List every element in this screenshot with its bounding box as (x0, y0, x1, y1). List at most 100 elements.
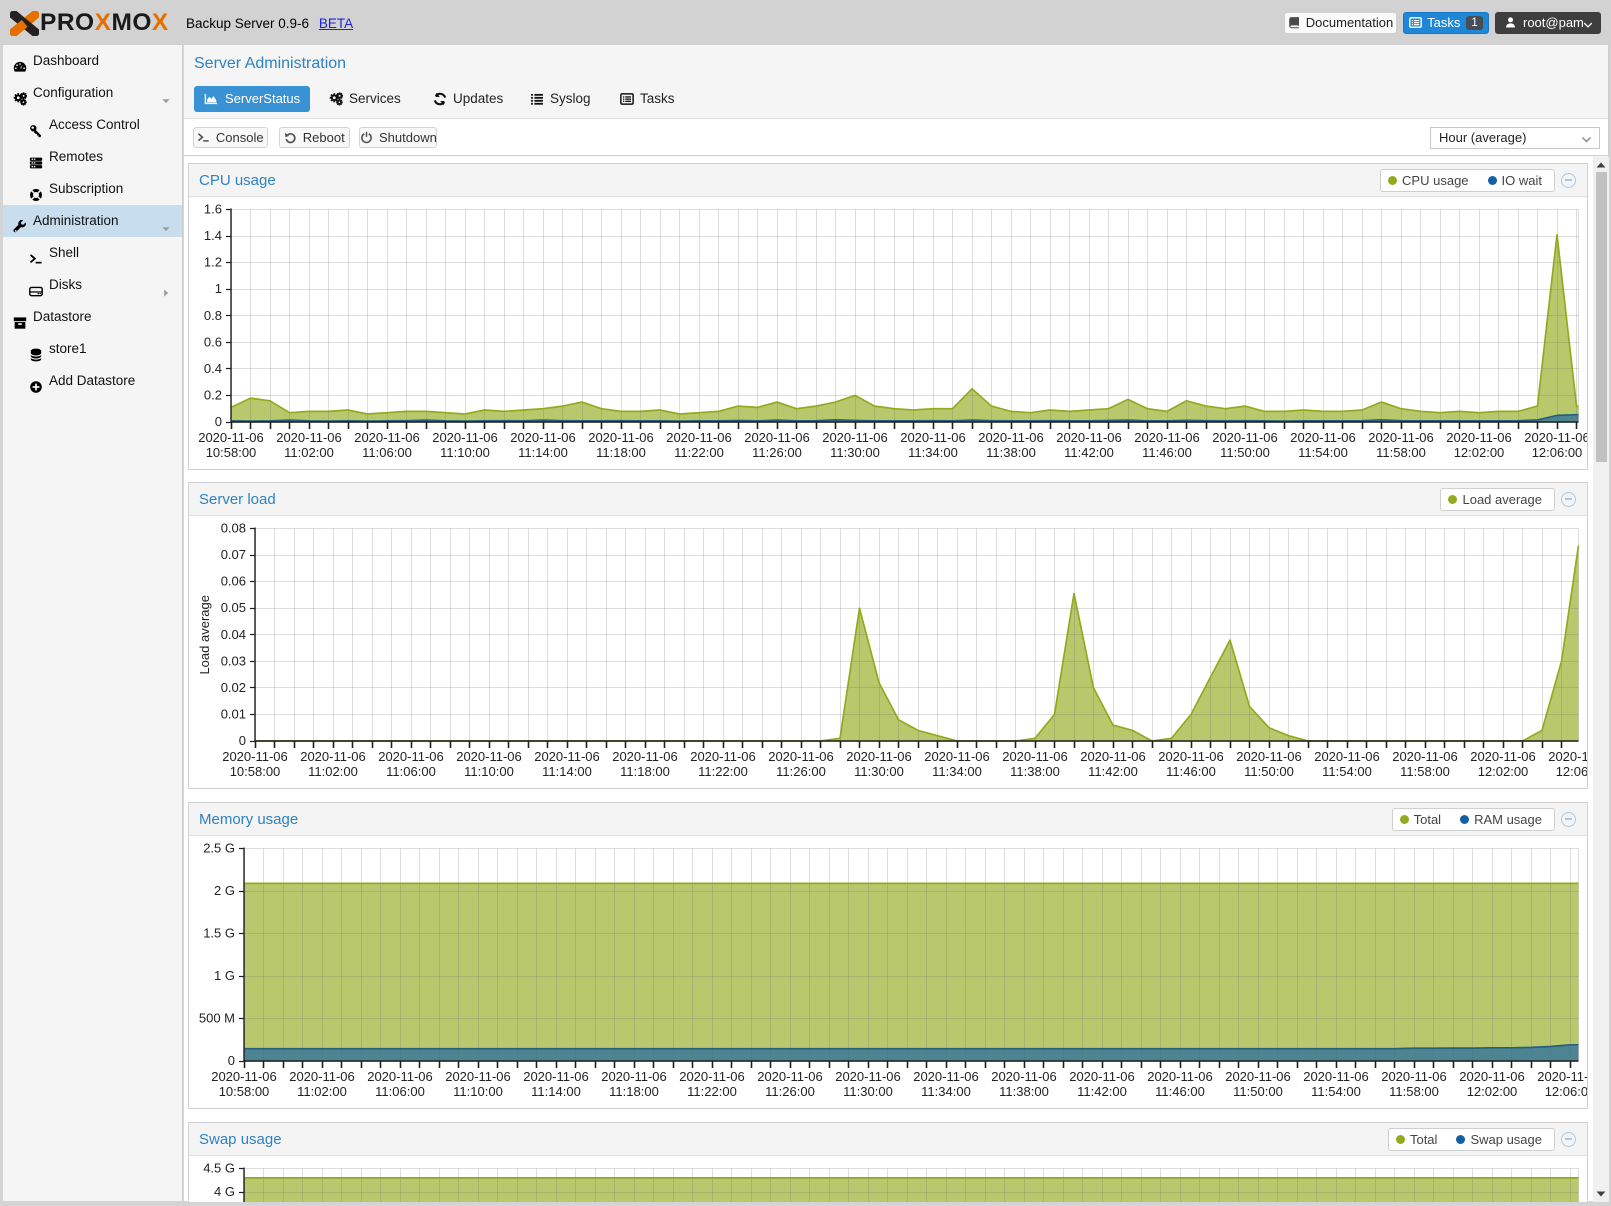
svg-text:11:18:00: 11:18:00 (609, 1084, 659, 1099)
svg-text:2020-11-06: 2020-11-06 (456, 749, 522, 764)
svg-text:2020-11-06: 2020-11-06 (744, 430, 810, 445)
svg-text:11:10:00: 11:10:00 (453, 1084, 503, 1099)
svg-text:2.5 G: 2.5 G (203, 841, 235, 856)
svg-text:11:02:00: 11:02:00 (284, 445, 334, 460)
svg-text:2020-11-06: 2020-11-06 (1236, 749, 1302, 764)
svg-text:2020-11-06: 2020-11-06 (198, 430, 264, 445)
svg-text:0.6: 0.6 (204, 334, 222, 349)
svg-text:0.06: 0.06 (221, 574, 246, 589)
svg-text:2020-11-06: 2020-11-06 (276, 430, 342, 445)
svg-text:12:02:00: 12:02:00 (1478, 764, 1529, 779)
svg-text:2 G: 2 G (214, 883, 235, 898)
svg-text:11:42:00: 11:42:00 (1064, 445, 1114, 460)
svg-text:11:46:00: 11:46:00 (1155, 1084, 1205, 1099)
svg-text:0.2: 0.2 (204, 387, 222, 402)
svg-text:2020-11-06: 2020-11-06 (367, 1069, 433, 1084)
svg-text:2020-11-06: 2020-11-06 (1225, 1069, 1291, 1084)
svg-text:2020-11-06: 2020-11-06 (211, 1069, 277, 1084)
svg-text:0.01: 0.01 (221, 706, 246, 721)
svg-text:2020-11-06: 2020-11-06 (1524, 430, 1587, 445)
svg-text:2020-11-06: 2020-11-06 (222, 749, 288, 764)
svg-text:2020-11-06: 2020-11-06 (1459, 1069, 1525, 1084)
svg-text:2020-11-06: 2020-11-06 (289, 1069, 355, 1084)
svg-text:11:22:00: 11:22:00 (687, 1084, 737, 1099)
svg-text:2020-11-06: 2020-11-06 (924, 749, 990, 764)
svg-text:4 G: 4 G (214, 1184, 235, 1199)
svg-text:2020-11-06: 2020-11-06 (588, 430, 654, 445)
svg-text:2020-11-06: 2020-11-06 (612, 749, 678, 764)
svg-text:0.4: 0.4 (204, 361, 222, 376)
svg-text:4.5 G: 4.5 G (203, 1161, 235, 1176)
svg-text:500 M: 500 M (199, 1011, 235, 1026)
svg-text:1.6: 1.6 (204, 202, 222, 217)
svg-text:2020-11-06: 2020-11-06 (1381, 1069, 1447, 1084)
svg-text:2020-11-06: 2020-11-06 (300, 749, 366, 764)
svg-text:11:18:00: 11:18:00 (596, 445, 646, 460)
svg-text:12:06:00: 12:06:00 (1556, 764, 1587, 779)
svg-text:2020-11-06: 2020-11-06 (757, 1069, 823, 1084)
svg-text:11:38:00: 11:38:00 (986, 445, 1036, 460)
svg-text:12:02:00: 12:02:00 (1454, 445, 1505, 460)
svg-text:11:30:00: 11:30:00 (830, 445, 880, 460)
svg-text:12:06:00: 12:06:00 (1545, 1084, 1587, 1099)
svg-text:10:58:00: 10:58:00 (206, 445, 257, 460)
svg-text:11:54:00: 11:54:00 (1322, 764, 1372, 779)
svg-text:2020-11-06: 2020-11-06 (900, 430, 966, 445)
svg-text:11:02:00: 11:02:00 (308, 764, 358, 779)
svg-text:2020-11-06: 2020-11-06 (1303, 1069, 1369, 1084)
svg-text:0: 0 (228, 1053, 235, 1068)
svg-text:11:10:00: 11:10:00 (464, 764, 514, 779)
svg-text:2020-11-06: 2020-11-06 (1134, 430, 1200, 445)
svg-text:2020-11-06: 2020-11-06 (846, 749, 912, 764)
svg-text:0.05: 0.05 (221, 600, 246, 615)
svg-text:10:58:00: 10:58:00 (230, 764, 281, 779)
svg-text:11:34:00: 11:34:00 (921, 1084, 971, 1099)
svg-text:11:34:00: 11:34:00 (932, 764, 982, 779)
svg-text:11:14:00: 11:14:00 (542, 764, 592, 779)
svg-text:11:54:00: 11:54:00 (1311, 1084, 1361, 1099)
svg-text:11:58:00: 11:58:00 (1389, 1084, 1439, 1099)
svg-text:2020-11-06: 2020-11-06 (523, 1069, 589, 1084)
svg-text:2020-11-06: 2020-11-06 (1002, 749, 1068, 764)
svg-text:11:46:00: 11:46:00 (1166, 764, 1216, 779)
svg-text:1 G: 1 G (214, 968, 235, 983)
svg-text:0: 0 (239, 733, 246, 748)
svg-text:11:30:00: 11:30:00 (854, 764, 904, 779)
svg-text:11:34:00: 11:34:00 (908, 445, 958, 460)
svg-text:1.4: 1.4 (204, 228, 222, 243)
svg-text:11:50:00: 11:50:00 (1220, 445, 1270, 460)
svg-text:2020-11-06: 2020-11-06 (978, 430, 1044, 445)
svg-text:2020-11-06: 2020-11-06 (534, 749, 600, 764)
svg-text:11:26:00: 11:26:00 (765, 1084, 815, 1099)
svg-text:0.8: 0.8 (204, 308, 222, 323)
svg-text:11:46:00: 11:46:00 (1142, 445, 1192, 460)
svg-text:2020-11-06: 2020-11-06 (666, 430, 732, 445)
svg-text:2020-11-06: 2020-11-06 (1368, 430, 1434, 445)
svg-text:2020-11-06: 2020-11-06 (679, 1069, 745, 1084)
svg-text:10:58:00: 10:58:00 (219, 1084, 270, 1099)
svg-text:0.08: 0.08 (221, 521, 246, 536)
svg-text:2020-11-06: 2020-11-06 (1470, 749, 1536, 764)
svg-text:11:06:00: 11:06:00 (362, 445, 412, 460)
svg-text:2020-11-06: 2020-11-06 (510, 430, 576, 445)
svg-text:2020-11-06: 2020-11-06 (1392, 749, 1458, 764)
svg-text:11:30:00: 11:30:00 (843, 1084, 893, 1099)
svg-text:2020-11-06: 2020-11-06 (445, 1069, 511, 1084)
svg-text:11:10:00: 11:10:00 (440, 445, 490, 460)
svg-text:11:38:00: 11:38:00 (1010, 764, 1060, 779)
svg-text:11:22:00: 11:22:00 (674, 445, 724, 460)
svg-text:11:58:00: 11:58:00 (1400, 764, 1450, 779)
svg-text:1.5 G: 1.5 G (203, 926, 235, 941)
svg-text:2020-11-06: 2020-11-06 (1158, 749, 1224, 764)
svg-text:12:02:00: 12:02:00 (1467, 1084, 1518, 1099)
svg-text:11:06:00: 11:06:00 (375, 1084, 425, 1099)
svg-text:12:06:00: 12:06:00 (1532, 445, 1583, 460)
svg-text:11:50:00: 11:50:00 (1244, 764, 1294, 779)
svg-text:2020-11-06: 2020-11-06 (378, 749, 444, 764)
svg-text:11:14:00: 11:14:00 (531, 1084, 581, 1099)
svg-text:2020-11-06: 2020-11-06 (1537, 1069, 1587, 1084)
svg-text:11:26:00: 11:26:00 (752, 445, 802, 460)
svg-text:11:42:00: 11:42:00 (1088, 764, 1138, 779)
svg-text:2020-11-06: 2020-11-06 (1069, 1069, 1135, 1084)
svg-text:2020-11-06: 2020-11-06 (690, 749, 756, 764)
